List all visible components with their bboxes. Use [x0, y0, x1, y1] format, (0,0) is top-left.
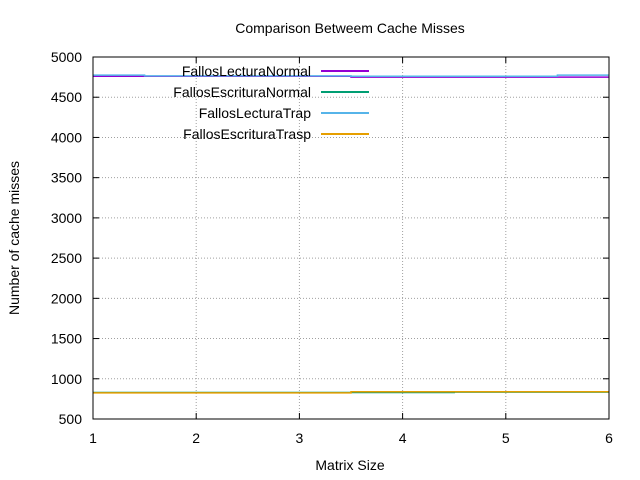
plot-frame	[92, 56, 610, 420]
y-tick-label: 1000	[51, 371, 82, 387]
x-axis-label: Matrix Size	[315, 457, 384, 473]
y-tick-label: 1500	[51, 331, 82, 347]
legend-label: FallosLecturaNormal	[182, 63, 311, 79]
y-tick-label: 2000	[51, 290, 82, 306]
series-line-FallosLecturaTrap	[93, 74, 609, 78]
y-tick-label: 4500	[51, 89, 82, 105]
grid	[93, 57, 609, 419]
legend-label: FallosEscrituraTrasp	[183, 126, 311, 142]
legend: FallosLecturaNormal FallosEscrituraNormal…	[173, 63, 369, 142]
series-line-FallosEscrituraTrasp	[93, 391, 609, 394]
y-axis-label: Number of cache misses	[6, 161, 22, 315]
x-tick-label: 1	[89, 430, 97, 446]
legend-label: FallosLecturaTrap	[199, 105, 312, 121]
axis-ticks: 1 2 3 4 5 6 500 1000 1500 2000 2500 3000 3500 4000 450…	[51, 49, 613, 446]
y-tick-label: 2500	[51, 250, 82, 266]
y-tick-label: 4000	[51, 129, 82, 145]
legend-label: FallosEscrituraNormal	[173, 84, 311, 100]
x-tick-label: 3	[296, 430, 304, 446]
x-tick-label: 5	[502, 430, 510, 446]
series-lines	[93, 74, 609, 394]
y-tick-label: 500	[59, 411, 83, 427]
chart-title: Comparison Betweem Cache Misses	[235, 20, 465, 36]
x-tick-label: 6	[605, 430, 613, 446]
y-tick-label: 3000	[51, 210, 82, 226]
y-tick-label: 3500	[51, 170, 82, 186]
x-tick-label: 2	[192, 430, 200, 446]
x-tick-label: 4	[399, 430, 407, 446]
y-tick-label: 5000	[51, 49, 82, 65]
